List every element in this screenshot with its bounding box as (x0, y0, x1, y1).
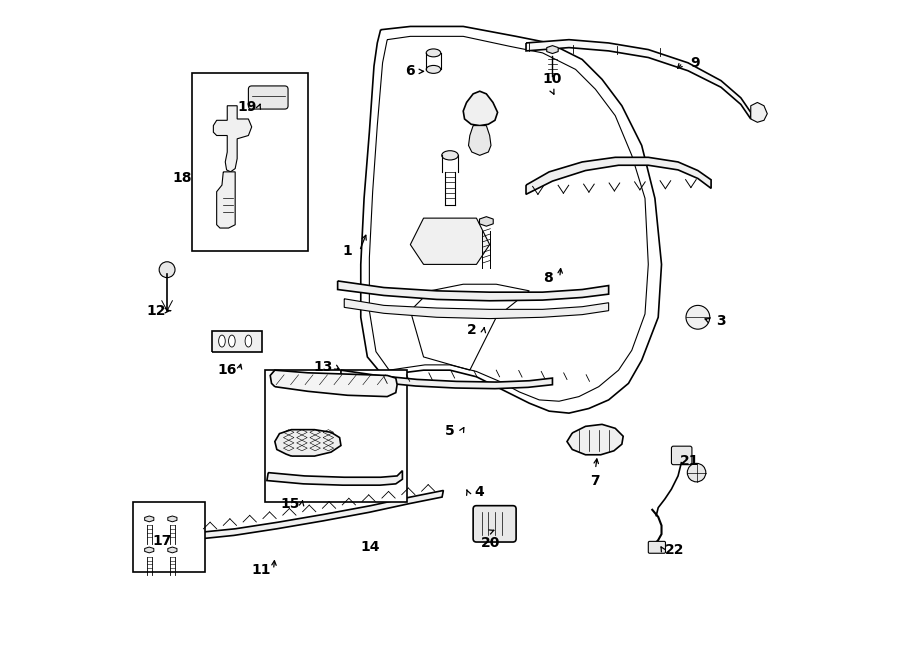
Text: 19: 19 (238, 100, 256, 114)
PathPatch shape (145, 547, 154, 553)
Text: 8: 8 (543, 270, 553, 285)
PathPatch shape (167, 516, 177, 522)
Text: 15: 15 (280, 496, 300, 511)
Text: 16: 16 (218, 363, 237, 377)
Text: 17: 17 (153, 533, 172, 548)
PathPatch shape (217, 172, 235, 228)
FancyBboxPatch shape (473, 506, 516, 542)
FancyBboxPatch shape (248, 86, 288, 109)
PathPatch shape (526, 40, 751, 119)
Text: 20: 20 (482, 536, 500, 551)
Text: 10: 10 (543, 72, 562, 87)
Text: 1: 1 (343, 244, 353, 258)
PathPatch shape (202, 490, 444, 539)
Circle shape (686, 305, 710, 329)
PathPatch shape (167, 547, 177, 553)
Text: 21: 21 (680, 454, 699, 469)
PathPatch shape (464, 91, 498, 126)
FancyBboxPatch shape (132, 502, 205, 572)
PathPatch shape (526, 157, 711, 194)
Ellipse shape (427, 65, 441, 73)
Circle shape (688, 463, 706, 482)
PathPatch shape (270, 370, 397, 397)
PathPatch shape (751, 102, 768, 122)
PathPatch shape (480, 217, 493, 226)
Text: 14: 14 (361, 540, 381, 555)
PathPatch shape (212, 330, 262, 352)
PathPatch shape (274, 430, 341, 456)
Text: 11: 11 (252, 563, 272, 577)
Ellipse shape (229, 335, 235, 347)
Text: 3: 3 (716, 313, 725, 328)
FancyBboxPatch shape (671, 446, 692, 465)
PathPatch shape (338, 281, 608, 301)
Text: 9: 9 (689, 56, 699, 70)
Text: 2: 2 (467, 323, 477, 338)
PathPatch shape (341, 370, 553, 389)
Ellipse shape (427, 49, 441, 57)
Circle shape (159, 262, 175, 278)
PathPatch shape (410, 218, 490, 264)
PathPatch shape (213, 106, 252, 172)
FancyBboxPatch shape (265, 370, 407, 502)
Text: 22: 22 (665, 543, 685, 557)
Text: 13: 13 (313, 360, 333, 374)
Text: 6: 6 (406, 64, 415, 79)
PathPatch shape (344, 299, 608, 319)
Ellipse shape (219, 335, 225, 347)
Text: 7: 7 (590, 474, 600, 488)
PathPatch shape (546, 46, 558, 54)
Ellipse shape (442, 151, 458, 160)
Text: 18: 18 (173, 171, 192, 186)
PathPatch shape (267, 471, 402, 485)
FancyBboxPatch shape (648, 541, 665, 553)
FancyBboxPatch shape (193, 73, 308, 251)
PathPatch shape (567, 424, 623, 455)
Ellipse shape (245, 335, 252, 347)
Text: 5: 5 (446, 424, 454, 438)
Text: 12: 12 (146, 303, 166, 318)
Text: 4: 4 (475, 485, 484, 500)
PathPatch shape (145, 516, 154, 522)
PathPatch shape (469, 126, 491, 155)
